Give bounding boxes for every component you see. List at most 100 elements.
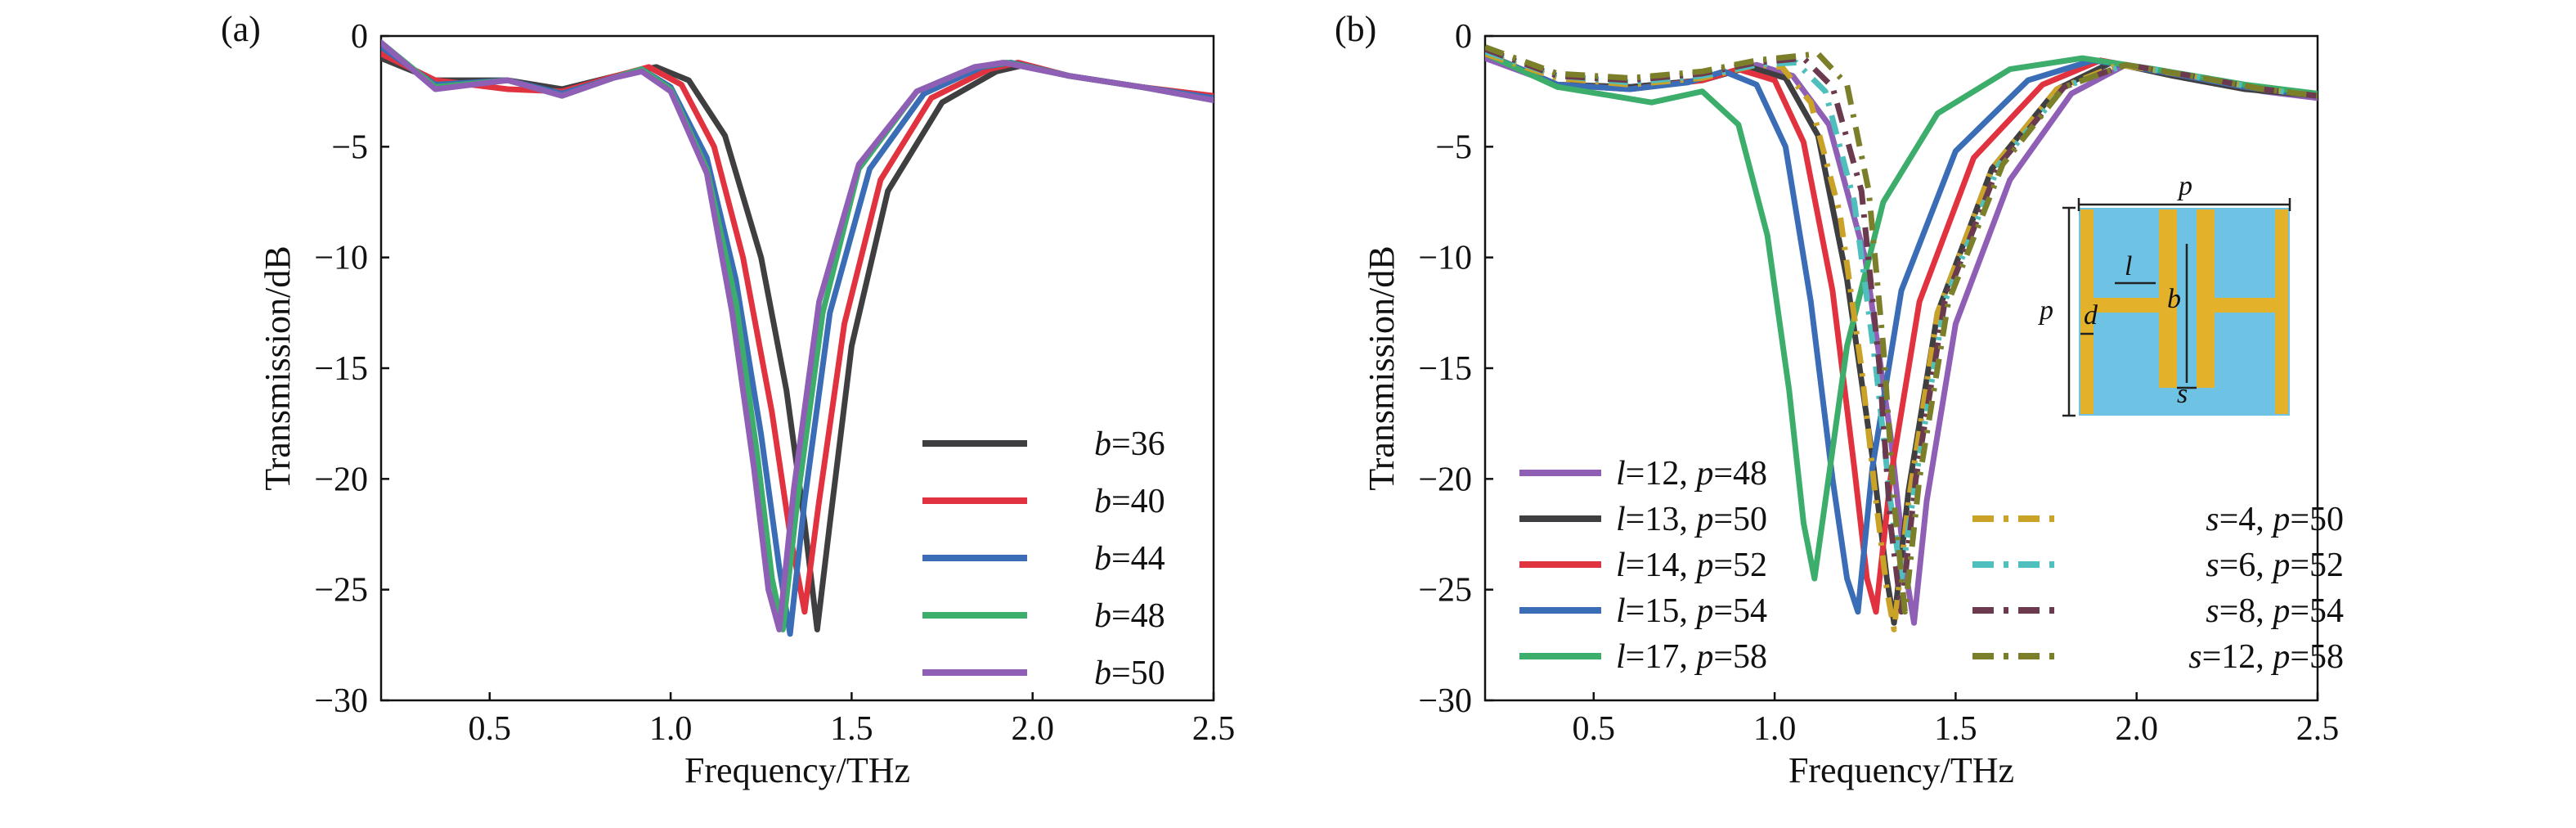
inset-center-bar-left bbox=[2159, 209, 2177, 388]
y-tick-label: 0 bbox=[1455, 18, 1472, 56]
legend-val: =6, bbox=[2219, 547, 2273, 584]
y-tick-label: −25 bbox=[314, 572, 368, 610]
y-axis-label: Transmission/dB bbox=[1362, 245, 1402, 490]
y-tick-label: 0 bbox=[351, 18, 368, 56]
y-tick-label: −10 bbox=[1418, 240, 1472, 277]
legend-var: s bbox=[2188, 638, 2201, 676]
x-tick-label: 0.5 bbox=[1573, 710, 1616, 748]
x-tick-label: 1.5 bbox=[1934, 710, 1977, 748]
y-tick-label: −5 bbox=[331, 128, 368, 166]
series-line-2 bbox=[381, 44, 1214, 637]
y-axis-label: Transmission/dB bbox=[258, 245, 298, 490]
y-tick-label: −10 bbox=[314, 240, 368, 277]
legend-label-3: l=15, p=54 bbox=[1616, 592, 1767, 630]
x-tick-label: 1.0 bbox=[1753, 710, 1797, 748]
legend-val: =40 bbox=[1111, 483, 1165, 520]
legend-var2: p bbox=[1694, 592, 1713, 630]
legend-var2: p bbox=[2270, 638, 2290, 676]
legend-var2: p bbox=[1694, 638, 1713, 676]
legend-val2: =50 bbox=[2290, 501, 2344, 538]
panel-a: 0.5 1.0 1.5 2.0 2.5 0 −5 −10 −15 −20 −25 −30 Frequen… bbox=[258, 18, 1235, 790]
legend-var: b bbox=[1094, 483, 1111, 520]
legend-label-0: b=36 bbox=[1094, 425, 1165, 463]
legend-var: b bbox=[1094, 597, 1111, 635]
legend-label-1: b=40 bbox=[1094, 483, 1165, 520]
x-tick-label: 0.5 bbox=[469, 710, 512, 748]
legend-var: b bbox=[1094, 540, 1111, 578]
x-tick-label: 2.5 bbox=[1192, 710, 1236, 748]
legend-var: l bbox=[1616, 501, 1626, 538]
inset-left-bar bbox=[2080, 209, 2094, 414]
legend-val: =8, bbox=[2219, 592, 2273, 630]
inset-center-bar-right bbox=[2197, 209, 2215, 388]
legend-var2: p bbox=[1694, 455, 1713, 493]
y-tick-label: −30 bbox=[1418, 682, 1472, 720]
legend-val: =12, bbox=[1626, 455, 1697, 493]
x-tick-label: 2.0 bbox=[1011, 710, 1054, 748]
legend-val2: =52 bbox=[2290, 547, 2344, 584]
inset-label-b: b bbox=[2167, 284, 2181, 314]
inset-label-p-left: p bbox=[2038, 295, 2053, 326]
y-tick-label: −20 bbox=[1418, 461, 1472, 498]
series-line-4 bbox=[1485, 51, 2318, 582]
x-tick-label: 1.5 bbox=[830, 710, 873, 748]
legend-label-2: b=44 bbox=[1094, 540, 1165, 578]
legend-label-4: l=17, p=58 bbox=[1616, 638, 1767, 676]
y-tick-label: −15 bbox=[314, 350, 368, 388]
legend-val: =36 bbox=[1111, 425, 1165, 463]
legend-label-7: s=8, p=54 bbox=[2206, 592, 2344, 630]
panel-a-label: (a) bbox=[221, 9, 261, 49]
legend-val2: =58 bbox=[1713, 638, 1767, 676]
legend-var2: p bbox=[2270, 547, 2290, 584]
y-tick-label: −20 bbox=[314, 461, 368, 498]
legend-val2: =48 bbox=[1713, 455, 1767, 493]
inset-label-s: s bbox=[2177, 379, 2188, 409]
legend-label-0: l=12, p=48 bbox=[1616, 455, 1767, 493]
legend-label-5: s=4, p=50 bbox=[2206, 501, 2344, 538]
legend-label-3: b=48 bbox=[1094, 597, 1165, 635]
legend-val: =50 bbox=[1111, 655, 1165, 692]
legend-val: =14, bbox=[1626, 547, 1697, 584]
legend-var: s bbox=[2206, 501, 2219, 538]
inset-label-l: l bbox=[2125, 251, 2132, 281]
series-line-1 bbox=[381, 51, 1214, 615]
series-line-8 bbox=[1485, 44, 2318, 615]
inset-label-d: d bbox=[2084, 300, 2098, 331]
panel-b-label: (b) bbox=[1335, 9, 1376, 49]
legend-val: =4, bbox=[2219, 501, 2273, 538]
y-tick-label: −25 bbox=[1418, 572, 1472, 610]
legend-val: =48 bbox=[1111, 597, 1165, 635]
x-axis-label: Frequency/THz bbox=[684, 750, 910, 790]
legend-var: s bbox=[2206, 547, 2219, 584]
legend-val2: =52 bbox=[1713, 547, 1767, 584]
legend-var: b bbox=[1094, 655, 1111, 692]
legend-val: =12, bbox=[2202, 638, 2273, 676]
legend-label-1: l=13, p=50 bbox=[1616, 501, 1767, 538]
unit-cell-inset: p p l b d s bbox=[2038, 171, 2291, 417]
legend-var: l bbox=[1616, 547, 1626, 584]
legend-var: s bbox=[2206, 592, 2219, 630]
legend-label-8: s=12, p=58 bbox=[2188, 638, 2344, 676]
x-axis-label: Frequency/THz bbox=[1788, 750, 2014, 790]
legend-val: =17, bbox=[1626, 638, 1697, 676]
legend-var: b bbox=[1094, 425, 1111, 463]
inset-right-bar bbox=[2275, 209, 2288, 414]
legend-val2: =54 bbox=[2290, 592, 2344, 630]
x-tick-label: 2.0 bbox=[2115, 710, 2158, 748]
legend-var2: p bbox=[1694, 547, 1713, 584]
series-line-4 bbox=[381, 39, 1214, 632]
legend-val: =13, bbox=[1626, 501, 1697, 538]
inset-label-p-top: p bbox=[2177, 171, 2192, 201]
inset-right-arm bbox=[2215, 298, 2275, 313]
legend-label-4: b=50 bbox=[1094, 655, 1165, 692]
panel-b: 0.5 1.0 1.5 2.0 2.5 0 −5 −10 −15 −20 −25 −30 Frequen… bbox=[1362, 18, 2344, 790]
legend-var2: p bbox=[1694, 501, 1713, 538]
legend-label-6: s=6, p=52 bbox=[2206, 547, 2344, 584]
legend-val: =44 bbox=[1111, 540, 1165, 578]
legend-var2: p bbox=[2270, 592, 2290, 630]
legend-var: l bbox=[1616, 638, 1626, 676]
y-tick-label: −30 bbox=[314, 682, 368, 720]
y-tick-label: −15 bbox=[1418, 350, 1472, 388]
